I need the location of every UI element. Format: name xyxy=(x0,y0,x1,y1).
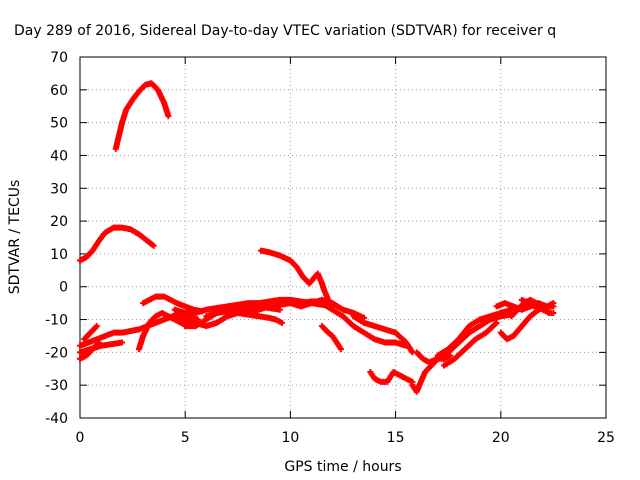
data-point xyxy=(548,303,555,310)
y-tick-label: -20 xyxy=(45,345,68,361)
y-tick-label: 60 xyxy=(50,83,68,99)
data-point xyxy=(278,319,285,326)
y-tick-label: -40 xyxy=(45,411,68,427)
y-tick-label: -10 xyxy=(45,313,68,329)
data-point xyxy=(165,113,172,120)
y-tick-label: 50 xyxy=(50,116,68,132)
y-tick-label: 0 xyxy=(59,280,68,296)
y-tick-label: -30 xyxy=(45,378,68,394)
data-point xyxy=(119,339,126,346)
data-point xyxy=(493,319,500,326)
y-axis: -40 -30 -20 -10 0 10 20 30 40 50 60 70 xyxy=(45,50,606,427)
y-tick-label: 10 xyxy=(50,247,68,263)
x-axis-label: GPS time / hours xyxy=(284,459,401,475)
x-tick-label: 15 xyxy=(387,430,405,446)
x-tick-label: 5 xyxy=(181,430,190,446)
x-axis: 0 5 10 15 20 25 xyxy=(76,57,615,446)
y-axis-label: SDTVAR / TECUs xyxy=(7,180,23,295)
data-point xyxy=(325,296,332,303)
data-point xyxy=(337,346,344,353)
data-points xyxy=(77,80,557,395)
data-point xyxy=(276,306,283,313)
y-tick-label: 20 xyxy=(50,214,68,230)
data-point xyxy=(150,242,157,249)
data-point xyxy=(93,323,100,330)
y-tick-label: 30 xyxy=(50,181,68,197)
plot-frame xyxy=(79,56,607,419)
y-tick-label: 70 xyxy=(50,50,68,66)
data-point xyxy=(550,300,557,307)
chart-title: Day 289 of 2016, Sidereal Day-to-day VTE… xyxy=(14,23,556,39)
data-point xyxy=(550,309,557,316)
y-tick-label: 40 xyxy=(50,148,68,164)
x-tick-label: 25 xyxy=(597,430,615,446)
grid xyxy=(80,57,606,418)
x-tick-label: 0 xyxy=(76,430,85,446)
x-tick-label: 10 xyxy=(281,430,299,446)
x-tick-label: 20 xyxy=(492,430,510,446)
